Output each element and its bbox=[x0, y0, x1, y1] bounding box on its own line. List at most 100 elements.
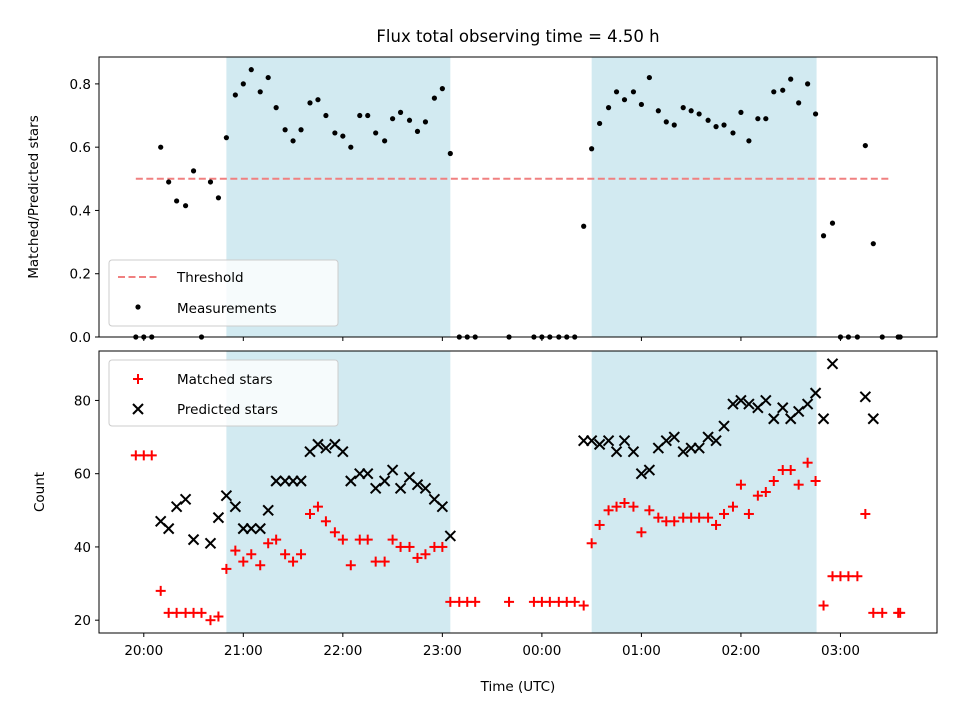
matched-star-point bbox=[611, 501, 622, 512]
matched-star-point bbox=[703, 512, 714, 523]
matched-star-point bbox=[727, 501, 738, 512]
measurement-point bbox=[174, 198, 180, 204]
matched-star-point bbox=[437, 541, 448, 552]
matched-star-point bbox=[304, 508, 315, 519]
measurement-point bbox=[655, 108, 661, 114]
legend-label: Threshold bbox=[176, 270, 244, 286]
matched-star-point bbox=[603, 505, 614, 516]
measurement-point bbox=[696, 111, 702, 117]
measurement-point bbox=[397, 109, 404, 115]
matched-star-point bbox=[895, 607, 906, 618]
matched-star-point bbox=[296, 549, 307, 560]
predicted-star-point bbox=[660, 435, 672, 447]
measurement-point bbox=[680, 105, 686, 111]
measurement-point bbox=[805, 81, 811, 87]
measurement-point bbox=[646, 74, 652, 81]
measurement-point bbox=[763, 116, 769, 122]
y-tick-label: 20 bbox=[74, 613, 91, 629]
predicted-star-point bbox=[362, 467, 374, 480]
matched-star-point bbox=[320, 516, 331, 527]
predicted-star-point bbox=[436, 500, 449, 513]
measurement-point bbox=[406, 117, 413, 123]
shaded-span-1 bbox=[591, 351, 817, 633]
plot-frame bbox=[98, 56, 938, 338]
matched-star-point bbox=[155, 585, 166, 596]
y-tick-label: 0.4 bbox=[70, 203, 91, 219]
measurement-point bbox=[373, 130, 379, 136]
matched-star-point bbox=[711, 519, 722, 530]
plot-frame bbox=[98, 350, 938, 634]
predicted-star-point bbox=[229, 500, 242, 513]
matched-star-point bbox=[263, 538, 274, 549]
legend-label: Measurements bbox=[177, 301, 277, 317]
matched-star-point bbox=[628, 501, 639, 512]
measurement-point bbox=[829, 220, 836, 226]
predicted-star-point bbox=[627, 446, 640, 458]
predicted-star-point bbox=[618, 435, 631, 447]
matched-star-point bbox=[719, 508, 730, 519]
measurement-point bbox=[166, 179, 172, 185]
y-tick-label: 0.8 bbox=[70, 77, 91, 93]
measurement-point bbox=[215, 195, 222, 201]
x-tick-label: 03:00 bbox=[821, 643, 860, 659]
x-axis-label: Time (UTC) bbox=[480, 679, 556, 695]
matched-star-point bbox=[594, 519, 605, 530]
predicted-star-point bbox=[220, 489, 233, 502]
measurement-point bbox=[638, 101, 645, 108]
measurement-point bbox=[223, 135, 229, 141]
measurement-point bbox=[705, 117, 711, 123]
predicted-star-point bbox=[702, 431, 714, 443]
matched-star-point bbox=[329, 527, 340, 538]
measurement-point bbox=[713, 124, 719, 130]
predicted-star-point bbox=[610, 446, 623, 458]
measurement-point bbox=[382, 138, 388, 144]
y-tick-label: 0.6 bbox=[70, 140, 91, 156]
predicted-star-point bbox=[585, 435, 598, 447]
matched-star-point bbox=[362, 534, 373, 545]
legend: Threshold Measurements bbox=[108, 259, 339, 327]
matched-star-point bbox=[735, 479, 746, 490]
matched-star-point bbox=[205, 615, 216, 626]
matched-star-point bbox=[395, 541, 406, 552]
matched-star-point bbox=[578, 600, 589, 611]
measurement-point bbox=[621, 97, 628, 103]
shaded-span-1 bbox=[591, 57, 817, 337]
matched-star-point bbox=[818, 600, 829, 611]
matched-star-point bbox=[280, 549, 291, 560]
predicted-star-point bbox=[727, 398, 739, 410]
matched-star-point bbox=[345, 560, 356, 571]
measurement-point bbox=[158, 144, 164, 150]
measurement-point bbox=[265, 74, 271, 81]
measurement-point bbox=[862, 142, 868, 149]
measurement-point bbox=[812, 111, 819, 117]
predicted-star-point bbox=[419, 482, 432, 495]
matched-star-point bbox=[246, 549, 257, 560]
predicted-star-point bbox=[817, 413, 830, 425]
measurement-point bbox=[581, 223, 587, 229]
matched-star-point bbox=[404, 541, 415, 552]
measurement-point bbox=[870, 241, 876, 247]
measurement-point bbox=[663, 119, 669, 125]
measurement-point bbox=[340, 133, 346, 139]
measurement-point bbox=[414, 128, 421, 134]
measurement-point bbox=[290, 138, 296, 144]
legend-label: Matched stars bbox=[177, 372, 273, 388]
matched-star-point bbox=[412, 552, 423, 563]
measurement-point bbox=[796, 100, 802, 106]
x-tick-label: 01:00 bbox=[622, 643, 661, 659]
x-tick-label: 21:00 bbox=[224, 643, 263, 659]
matched-star-point bbox=[387, 534, 398, 545]
measurement-point bbox=[332, 130, 338, 136]
matched-star-point bbox=[146, 450, 157, 461]
matched-star-point bbox=[586, 538, 597, 549]
y-tick-label: 0.2 bbox=[70, 267, 91, 283]
predicted-star-point bbox=[602, 435, 615, 447]
predicted-star-point bbox=[635, 467, 648, 480]
predicted-star-point bbox=[270, 475, 282, 487]
measurement-point bbox=[721, 122, 727, 128]
predicted-star-point bbox=[312, 438, 324, 451]
predicted-star-point bbox=[187, 533, 200, 546]
predicted-star-point bbox=[760, 394, 772, 407]
measurement-point bbox=[323, 112, 329, 119]
